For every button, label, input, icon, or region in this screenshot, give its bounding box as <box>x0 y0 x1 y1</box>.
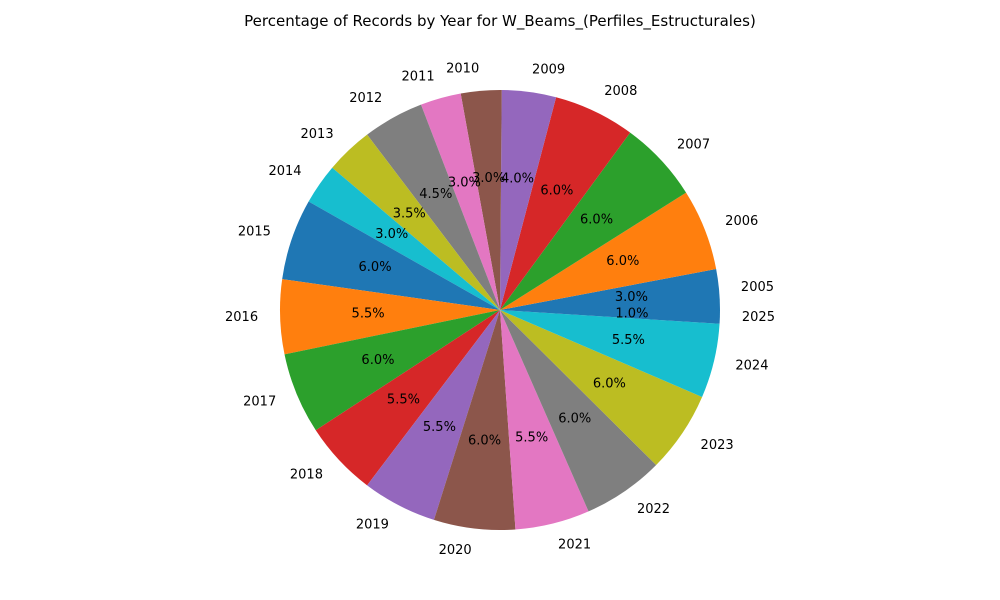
pie-slice-2012 <box>367 104 500 310</box>
year-label-2005: 2005 <box>741 280 774 295</box>
year-label-2010: 2010 <box>446 61 479 76</box>
pct-label-2017: 6.0% <box>361 353 394 368</box>
year-label-2015: 2015 <box>238 224 271 239</box>
pct-label-2013: 3.5% <box>393 207 426 222</box>
pie-slice-2023 <box>500 310 703 465</box>
pct-label-2010: 3.0% <box>472 171 505 186</box>
percentage-labels: 3.0%6.0%6.0%6.0%4.0%3.0%3.0%4.5%3.5%3.0%… <box>352 171 649 449</box>
pie-slice-2008 <box>500 97 631 310</box>
pct-label-2019: 5.5% <box>423 420 456 435</box>
pie-slice-2024 <box>500 310 720 397</box>
year-label-2008: 2008 <box>604 84 637 99</box>
pie-slice-2021 <box>500 310 589 530</box>
pie-slice-2022 <box>500 310 657 512</box>
pct-label-2020: 6.0% <box>468 434 501 449</box>
pie-slice-2018 <box>315 310 500 486</box>
year-label-2018: 2018 <box>290 467 323 482</box>
pct-label-2006: 6.0% <box>606 254 639 269</box>
pie-slice-2009 <box>500 90 557 311</box>
pie-slice-2017 <box>284 310 500 431</box>
year-label-2024: 2024 <box>735 359 768 374</box>
year-label-2014: 2014 <box>268 164 301 179</box>
year-label-2013: 2013 <box>301 127 334 142</box>
pct-label-2024: 5.5% <box>612 333 645 348</box>
pct-label-2005: 3.0% <box>615 290 648 305</box>
pie-slice-2006 <box>500 192 717 310</box>
pct-label-2025: 1.0% <box>615 307 648 322</box>
year-label-2021: 2021 <box>558 537 591 552</box>
year-label-2009: 2009 <box>532 63 565 78</box>
pct-label-2018: 5.5% <box>387 392 420 407</box>
pct-label-2023: 6.0% <box>593 376 626 391</box>
pct-label-2022: 6.0% <box>558 411 591 426</box>
year-label-2006: 2006 <box>725 214 758 229</box>
year-labels: 2005 2006 2007 2008 2009 2010 2011 2012 2013 2014… <box>225 61 775 557</box>
pie-slice-2010 <box>460 90 502 311</box>
chart-title: Percentage of Records by Year for W_Beam… <box>244 12 756 30</box>
pct-label-2011: 3.0% <box>448 175 481 190</box>
year-label-2011: 2011 <box>402 69 435 84</box>
pie-slices <box>279 90 720 530</box>
year-label-2022: 2022 <box>637 502 670 517</box>
year-label-2025: 2025 <box>742 310 775 325</box>
pie-slice-2015 <box>282 201 500 310</box>
year-label-2016: 2016 <box>225 310 258 325</box>
pct-label-2008: 6.0% <box>540 183 573 198</box>
pie-slice-2019 <box>367 310 500 520</box>
pie-slice-2011 <box>420 93 500 310</box>
year-label-2020: 2020 <box>439 543 472 558</box>
pie-slice-2020 <box>433 310 516 530</box>
year-label-2012: 2012 <box>349 91 382 106</box>
year-label-2019: 2019 <box>356 518 389 533</box>
year-label-2023: 2023 <box>701 438 734 453</box>
pct-label-2021: 5.5% <box>515 431 548 446</box>
year-label-2007: 2007 <box>677 138 710 153</box>
year-label-2017: 2017 <box>243 395 276 410</box>
pct-label-2015: 6.0% <box>359 260 392 275</box>
pct-label-2007: 6.0% <box>580 213 613 228</box>
pct-label-2016: 5.5% <box>352 307 385 322</box>
pie-slice-2025 <box>500 310 720 324</box>
pie-slice-2005 <box>500 268 720 310</box>
pie-slice-2014 <box>308 167 500 310</box>
pie-slice-2016 <box>279 279 500 355</box>
pct-label-2012: 4.5% <box>419 187 452 202</box>
pie-slice-2007 <box>500 132 687 310</box>
pie-slice-2013 <box>332 134 500 310</box>
pct-label-2014: 3.0% <box>375 227 408 242</box>
pct-label-2009: 4.0% <box>501 172 534 187</box>
